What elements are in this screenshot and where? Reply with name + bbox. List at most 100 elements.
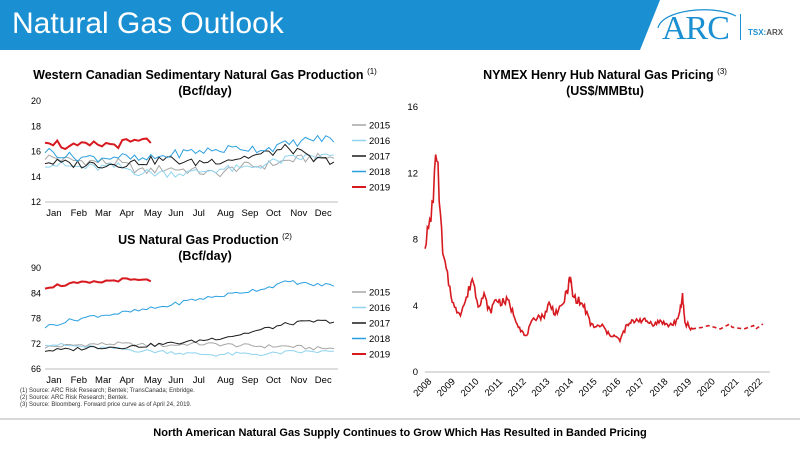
hh-forward-curve — [691, 322, 764, 331]
hh-subtitle: (US$/MMBtu) — [566, 84, 644, 99]
us-xtick-label: Jan — [46, 375, 61, 386]
wcsb-series-2018 — [44, 134, 335, 163]
hh-title-text: NYMEX Henry Hub Natural Gas Pricing — [483, 68, 714, 83]
hh-ytick-label: 8 — [413, 235, 418, 246]
wcsb-legend-label-2015: 2015 — [369, 121, 390, 132]
us-title-text: US Natural Gas Production — [118, 233, 279, 248]
us-xtick-label: Oct — [266, 375, 281, 386]
hh-ytick-label: 16 — [407, 102, 418, 113]
hh-xtick-label: 2017 — [624, 376, 647, 399]
us-xtick-label: Jun — [168, 375, 183, 386]
wcsb-xtick-label: Nov — [290, 208, 307, 219]
us-ytick-label: 84 — [31, 288, 41, 298]
header-bar — [0, 0, 640, 50]
ticker-symbol: ARX — [766, 28, 784, 37]
wcsb-xtick-label: Oct — [266, 208, 281, 219]
us-series-2019 — [44, 277, 152, 290]
footnotes: (1) Source: ARC Risk Research; Bentek; T… — [20, 388, 195, 409]
us-production-chart: 90 84 78 72 66 Jan Feb Mar Apr May Jun Jul Aug Sep Oct… — [31, 263, 390, 386]
us-legend-label-2017: 2017 — [369, 319, 390, 330]
header-bar-edge — [640, 0, 660, 50]
wcsb-xtick-label: May — [144, 208, 162, 219]
hh-xtick-label: 2009 — [435, 376, 458, 399]
hh-xtick-label: 2022 — [742, 376, 765, 399]
hh-xtick-label: 2012 — [506, 376, 529, 399]
wcsb-series-2016 — [44, 153, 334, 179]
us-ytick-label: 78 — [31, 314, 41, 324]
us-chart-title: US Natural Gas Production (2) (Bcf/day) — [20, 229, 390, 264]
hh-ytick-label: 12 — [407, 168, 418, 179]
logo-divider — [740, 14, 741, 40]
wcsb-xtick-label: Jan — [46, 208, 61, 219]
wcsb-xtick-label: Jul — [193, 208, 205, 219]
us-legend-label-2019: 2019 — [369, 350, 390, 361]
us-xtick-label: Sep — [242, 375, 259, 386]
wcsb-xtick-label: Feb — [71, 208, 87, 219]
us-series-2018 — [44, 280, 335, 329]
wcsb-ytick-label: 12 — [31, 197, 41, 207]
wcsb-series-2017 — [44, 143, 335, 169]
bottom-takeaway: North American Natural Gas Supply Contin… — [153, 427, 647, 439]
hh-ytick-label: 4 — [413, 301, 418, 312]
hh-xtick-label: 2020 — [695, 376, 718, 399]
us-xtick-label: Dec — [315, 375, 332, 386]
wcsb-legend-label-2018: 2018 — [369, 167, 390, 178]
wcsb-xtick-label: Jun — [168, 208, 183, 219]
wcsb-xtick-label: Sep — [242, 208, 259, 219]
us-xtick-label: May — [144, 375, 162, 386]
wcsb-xtick-label: Apr — [119, 208, 134, 219]
wcsb-legend-label-2019: 2019 — [369, 183, 390, 194]
us-ytick-label: 90 — [31, 263, 41, 273]
us-series-2015 — [44, 341, 334, 351]
wcsb-subtitle: (Bcf/day) — [178, 84, 232, 99]
us-legend-label-2015: 2015 — [369, 288, 390, 299]
hh-xtick-label: 2010 — [459, 376, 482, 399]
us-title-note: (2) — [282, 232, 292, 241]
hh-xtick-label: 2013 — [530, 376, 553, 399]
wcsb-ytick-label: 18 — [31, 121, 41, 131]
hh-xtick-label: 2018 — [648, 376, 671, 399]
wcsb-xtick-label: Aug — [217, 208, 234, 219]
ticker-prefix: TSX: — [748, 28, 767, 37]
us-xtick-label: Nov — [290, 375, 307, 386]
wcsb-ytick-label: 16 — [31, 147, 41, 157]
us-ytick-label: 66 — [31, 364, 41, 374]
hh-title-note: (3) — [717, 67, 727, 76]
hh-chart-title: NYMEX Henry Hub Natural Gas Pricing (3) … — [420, 64, 790, 99]
footnote-3: (3) Source: Bloomberg. Forward price cur… — [20, 402, 192, 408]
hh-xtick-label: 2016 — [601, 376, 624, 399]
hh-xtick-label: 2011 — [483, 376, 505, 398]
hh-xtick-label: 2019 — [671, 376, 694, 399]
hh-price-series — [424, 154, 693, 344]
wcsb-title-text: Western Canadian Sedimentary Natural Gas… — [33, 68, 364, 83]
page-title: Natural Gas Outlook — [12, 7, 284, 40]
ticker-label: TSX:ARX — [748, 28, 783, 37]
us-xtick-label: Mar — [95, 375, 111, 386]
hh-ytick-label: 0 — [413, 367, 418, 378]
wcsb-xtick-label: Dec — [315, 208, 332, 219]
hh-xtick-label: 2015 — [577, 376, 600, 399]
company-logo: ARC — [662, 10, 730, 47]
wcsb-legend-label-2016: 2016 — [369, 136, 390, 147]
footnote-1: (1) Source: ARC Risk Research; Bentek; T… — [20, 388, 195, 394]
us-ytick-label: 72 — [31, 339, 41, 349]
wcsb-ytick-label: 14 — [31, 172, 41, 182]
us-subtitle: (Bcf/day) — [178, 249, 232, 264]
us-xtick-label: Jul — [193, 375, 205, 386]
wcsb-legend-label-2017: 2017 — [369, 152, 390, 163]
wcsb-xtick-label: Mar — [95, 208, 111, 219]
hh-xtick-label: 2014 — [553, 376, 576, 399]
hh-xtick-label: 2008 — [411, 376, 434, 399]
logo-swoosh-icon — [657, 9, 737, 29]
us-xtick-label: Feb — [71, 375, 87, 386]
wcsb-ytick-label: 20 — [31, 96, 41, 106]
us-xtick-label: Aug — [217, 375, 234, 386]
hh-xtick-label: 2021 — [719, 376, 742, 399]
us-series-2017 — [44, 319, 335, 352]
wcsb-series-2019 — [44, 137, 152, 151]
us-legend-label-2016: 2016 — [369, 303, 390, 314]
wcsb-title-note: (1) — [367, 67, 377, 76]
us-legend-label-2018: 2018 — [369, 334, 390, 345]
